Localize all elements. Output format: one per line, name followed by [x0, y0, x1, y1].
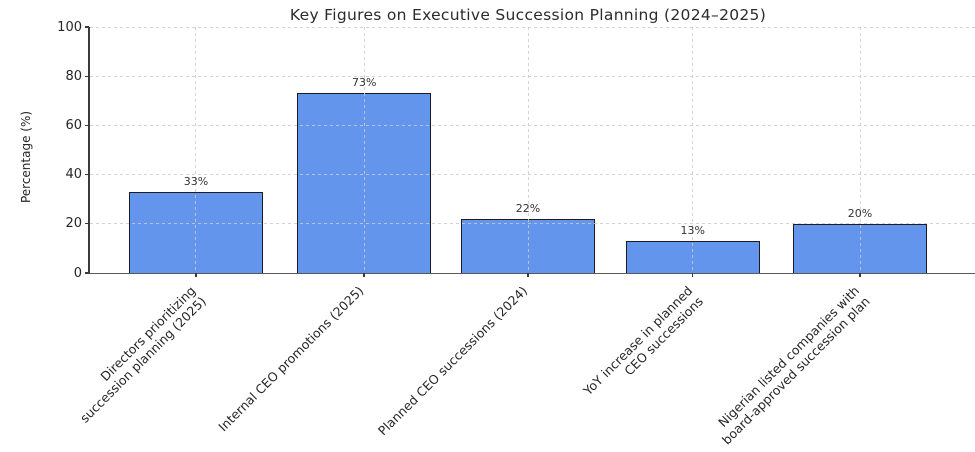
- h-gridline: [90, 26, 975, 28]
- v-gridline: [195, 27, 197, 273]
- v-gridline: [859, 27, 861, 273]
- x-tick-label: YoY increase in planned CEO successions: [580, 283, 706, 399]
- y-tick-mark: [85, 272, 89, 274]
- y-tick-mark: [85, 75, 89, 77]
- y-tick-mark: [85, 173, 89, 176]
- x-tick-label: Internal CEO promotions (2025): [215, 283, 367, 435]
- y-tick-mark: [85, 124, 89, 127]
- chart-title: Key Figures on Executive Succession Plan…: [289, 6, 767, 24]
- y-axis-line: [88, 27, 90, 274]
- v-gridline: [692, 27, 694, 273]
- y-axis-label: Percentage (%): [19, 110, 33, 204]
- x-axis-line: [88, 272, 975, 275]
- h-gridline: [90, 223, 975, 225]
- y-tick-label: 40: [65, 167, 82, 183]
- y-tick-mark: [85, 26, 89, 28]
- h-gridline: [90, 124, 975, 126]
- bar-value-label: 33%: [183, 174, 209, 188]
- v-gridline: [527, 27, 529, 273]
- h-gridline: [90, 174, 975, 176]
- plot-area: 0 20 40 60 80 100 33% Directors prioritizing su…: [57, 21, 975, 447]
- bar-value-label: 13%: [680, 224, 705, 238]
- y-tick-label: 100: [57, 19, 82, 35]
- h-gridline: [90, 75, 975, 77]
- x-tick-mark: [691, 273, 694, 277]
- bar-value-label: 73%: [351, 76, 377, 90]
- v-gridline: [363, 27, 365, 273]
- x-tick-label: Planned CEO successions (2024): [375, 283, 531, 439]
- bar-value-label: 22%: [515, 201, 541, 215]
- x-tick-mark: [195, 273, 197, 277]
- y-tick-label: 20: [65, 216, 82, 232]
- x-tick-label: Nigerian listed companies with board-app…: [715, 283, 874, 448]
- y-tick-label: 60: [65, 117, 82, 133]
- y-tick-label: 80: [65, 68, 82, 84]
- x-tick-label: Directors prioritizing succession planni…: [77, 283, 210, 426]
- x-tick-mark: [527, 273, 529, 277]
- x-tick-mark: [859, 273, 861, 277]
- bar-value-label: 20%: [847, 206, 873, 220]
- y-tick-label: 0: [73, 265, 82, 281]
- y-tick-mark: [85, 223, 89, 225]
- x-tick-mark: [363, 273, 365, 277]
